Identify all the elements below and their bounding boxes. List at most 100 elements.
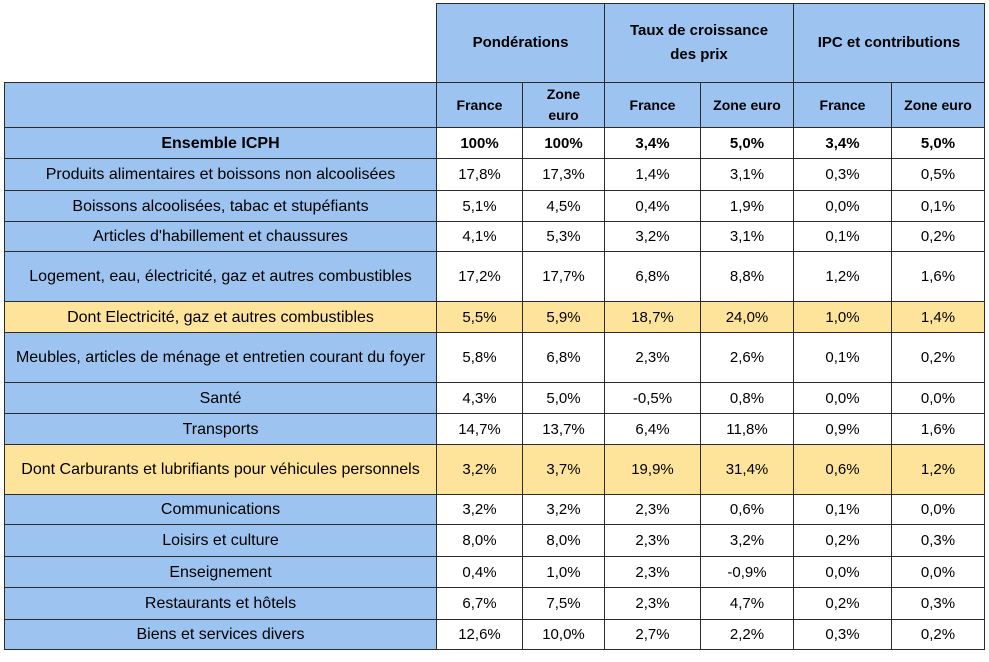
value-cell: 7,5% <box>522 587 605 620</box>
value-cell: 4,5% <box>522 190 605 222</box>
table-row: Boissons alcoolisées, tabac et stupéfian… <box>4 190 985 222</box>
value-cell: 1,6% <box>891 251 985 302</box>
value-cell: 0,4% <box>436 556 523 588</box>
value-cell: 17,7% <box>522 251 605 302</box>
value-cell: 1,9% <box>700 190 794 222</box>
table-row: Loisirs et culture 8,0% 8,0% 2,3% 3,2% 0,2% 0,… <box>4 524 985 557</box>
value-cell: 0,3% <box>891 524 985 557</box>
row-label: Articles d'habillement et chaussures <box>4 221 437 252</box>
value-cell: 8,0% <box>436 524 523 557</box>
value-cell: 0,0% <box>793 190 892 222</box>
table-row: Santé 4,3% 5,0% -0,5% 0,8% 0,0% 0,0% <box>4 382 985 414</box>
value-cell: 5,5% <box>436 301 523 333</box>
table-row: Biens et services divers 12,6% 10,0% 2,7% 2,… <box>4 619 985 650</box>
value-cell: 2,7% <box>604 619 701 650</box>
value-cell: 1,4% <box>891 301 985 333</box>
table-row: Produits alimentaires et boissons non al… <box>4 158 985 191</box>
value-cell: 5,9% <box>522 301 605 333</box>
subheader-france-taux: France <box>604 82 701 128</box>
table-row: Transports 14,7% 13,7% 6,4% 11,8% 0,9% 1,6% <box>4 413 985 445</box>
row-label: Transports <box>4 413 437 445</box>
value-cell: -0,5% <box>604 382 701 414</box>
row-label: Ensemble ICPH <box>4 127 437 159</box>
value-cell: 5,0% <box>522 382 605 414</box>
value-cell: 31,4% <box>700 444 794 495</box>
value-cell: 0,2% <box>793 587 892 620</box>
value-cell: 0,0% <box>793 556 892 588</box>
value-cell: 2,3% <box>604 332 701 383</box>
row-label: Boissons alcoolisées, tabac et stupéfian… <box>4 190 437 222</box>
icph-table: Pondérations Taux de croissance des prix… <box>4 3 985 650</box>
value-cell: 1,6% <box>891 413 985 445</box>
value-cell: 11,8% <box>700 413 794 445</box>
value-cell: 18,7% <box>604 301 701 333</box>
value-cell: 0,2% <box>891 332 985 383</box>
value-cell: 0,2% <box>793 524 892 557</box>
subheader-france-ponderations: France <box>436 82 523 128</box>
value-cell: 3,4% <box>793 127 892 159</box>
subheader-france-ipc: France <box>793 82 892 128</box>
subheader-zone-euro-ponderations: Zone euro <box>522 82 605 128</box>
value-cell: 0,4% <box>604 190 701 222</box>
corner-blank <box>4 3 437 83</box>
value-cell: 0,1% <box>793 332 892 383</box>
value-cell: 3,2% <box>522 494 605 525</box>
value-cell: 100% <box>522 127 605 159</box>
value-cell: 0,5% <box>891 158 985 191</box>
value-cell: 5,0% <box>891 127 985 159</box>
row-label: Dont Electricité, gaz et autres combusti… <box>4 301 437 333</box>
value-cell: 0,6% <box>793 444 892 495</box>
value-cell: 0,8% <box>700 382 794 414</box>
value-cell: -0,9% <box>700 556 794 588</box>
value-cell: 10,0% <box>522 619 605 650</box>
value-cell: 3,7% <box>522 444 605 495</box>
value-cell: 100% <box>436 127 523 159</box>
value-cell: 2,3% <box>604 556 701 588</box>
value-cell: 0,1% <box>891 190 985 222</box>
value-cell: 4,1% <box>436 221 523 252</box>
row-label: Logement, eau, électricité, gaz et autre… <box>4 251 437 302</box>
table-row: Restaurants et hôtels 6,7% 7,5% 2,3% 4,7% 0,2… <box>4 587 985 620</box>
value-cell: 5,3% <box>522 221 605 252</box>
value-cell: 13,7% <box>522 413 605 445</box>
row-label: Produits alimentaires et boissons non al… <box>4 158 437 191</box>
value-cell: 3,2% <box>700 524 794 557</box>
value-cell: 5,1% <box>436 190 523 222</box>
subheader-zone-euro-ipc: Zone euro <box>891 82 985 128</box>
group-header-ponderations: Pondérations <box>436 3 605 83</box>
value-cell: 1,0% <box>793 301 892 333</box>
value-cell: 2,2% <box>700 619 794 650</box>
value-cell: 2,3% <box>604 587 701 620</box>
value-cell: 0,0% <box>793 382 892 414</box>
value-cell: 3,1% <box>700 221 794 252</box>
value-cell: 0,1% <box>793 494 892 525</box>
value-cell: 0,6% <box>700 494 794 525</box>
value-cell: 2,3% <box>604 494 701 525</box>
group-header-row: Pondérations Taux de croissance des prix… <box>4 3 985 83</box>
table-row: Enseignement 0,4% 1,0% 2,3% -0,9% 0,0% 0,0% <box>4 556 985 588</box>
value-cell: 0,3% <box>793 619 892 650</box>
table-row: Meubles, articles de ménage et entretien… <box>4 332 985 383</box>
value-cell: 0,3% <box>793 158 892 191</box>
row-label: Enseignement <box>4 556 437 588</box>
subheader-row: France Zone euro France Zone euro France… <box>4 82 985 128</box>
value-cell: 2,6% <box>700 332 794 383</box>
value-cell: 1,2% <box>793 251 892 302</box>
table-row: Ensemble ICPH 100% 100% 3,4% 5,0% 3,4% 5,0% <box>4 127 985 159</box>
row-label: Communications <box>4 494 437 525</box>
value-cell: 1,0% <box>522 556 605 588</box>
value-cell: 0,3% <box>891 587 985 620</box>
value-cell: 8,8% <box>700 251 794 302</box>
value-cell: 0,0% <box>891 382 985 414</box>
value-cell: 2,3% <box>604 524 701 557</box>
value-cell: 3,2% <box>436 444 523 495</box>
subheader-zone-euro-taux: Zone euro <box>700 82 794 128</box>
value-cell: 3,2% <box>436 494 523 525</box>
value-cell: 3,4% <box>604 127 701 159</box>
value-cell: 3,2% <box>604 221 701 252</box>
value-cell: 4,3% <box>436 382 523 414</box>
value-cell: 6,4% <box>604 413 701 445</box>
value-cell: 12,6% <box>436 619 523 650</box>
value-cell: 17,8% <box>436 158 523 191</box>
value-cell: 17,3% <box>522 158 605 191</box>
